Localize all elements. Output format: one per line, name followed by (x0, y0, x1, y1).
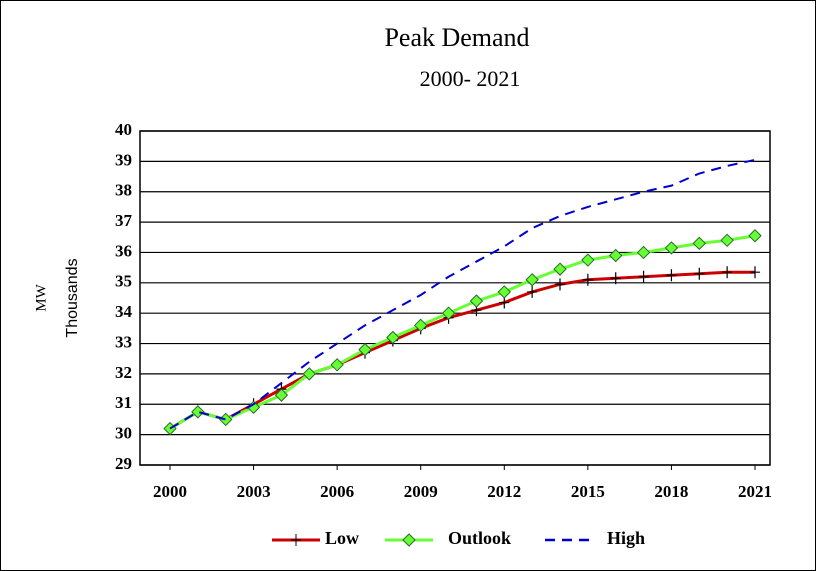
marker (302, 367, 316, 381)
marker (525, 273, 539, 287)
marker (386, 330, 400, 345)
marker (609, 248, 623, 263)
series-line (169, 234, 756, 430)
y-axis-label: MW (33, 283, 49, 311)
marker (692, 236, 706, 251)
marker (666, 269, 677, 282)
marker (720, 233, 734, 248)
marker (274, 388, 289, 402)
y-tick-label: 32 (115, 363, 132, 382)
x-tick-label: 2006 (320, 482, 354, 501)
y-tick-label: 33 (115, 332, 132, 351)
legend-label: Low (325, 528, 359, 548)
x-tick-label: 2012 (487, 482, 521, 501)
marker (246, 400, 261, 415)
marker (441, 306, 456, 320)
marker (330, 358, 344, 372)
marker (610, 272, 621, 285)
y-tick-label: 36 (115, 241, 132, 260)
legend-label: Outlook (448, 528, 511, 548)
marker (555, 278, 565, 291)
y-axis-label: Thousands (64, 258, 81, 337)
marker (636, 245, 651, 260)
y-tick-label: 39 (115, 150, 132, 169)
x-tick-label: 2021 (738, 482, 772, 501)
y-tick-label: 31 (115, 393, 132, 412)
y-tick-label: 34 (115, 302, 133, 321)
x-tick-label: 2000 (153, 482, 187, 501)
y-tick-label: 29 (115, 454, 132, 473)
marker (553, 262, 567, 276)
legend-marker (291, 534, 301, 546)
marker (664, 241, 679, 255)
legend-label: High (607, 528, 645, 548)
x-tick-label: 2018 (654, 482, 688, 501)
y-tick-label: 38 (115, 181, 132, 200)
marker (358, 342, 372, 357)
plot-area (139, 130, 771, 466)
marker (748, 229, 762, 243)
marker (414, 318, 428, 333)
marker (722, 266, 733, 279)
marker (191, 405, 205, 419)
y-tick-label: 40 (115, 120, 132, 139)
series-line (169, 270, 755, 430)
marker (694, 267, 705, 280)
marker (497, 285, 511, 299)
x-tick-label: 2015 (571, 482, 605, 501)
y-tick-label: 30 (115, 424, 132, 443)
x-tick-label: 2009 (404, 482, 438, 501)
y-tick-label: 35 (115, 272, 132, 291)
y-tick-label: 37 (115, 211, 133, 230)
marker (750, 266, 760, 279)
marker (638, 270, 649, 283)
legend-marker (402, 533, 416, 547)
marker (581, 253, 595, 267)
chart-subtitle: 2000- 2021 (420, 66, 521, 91)
marker (527, 285, 538, 298)
marker (469, 294, 484, 308)
chart-title: Peak Demand (384, 23, 529, 52)
series-line (169, 158, 756, 430)
x-tick-label: 2003 (237, 482, 271, 501)
marker (582, 273, 593, 286)
